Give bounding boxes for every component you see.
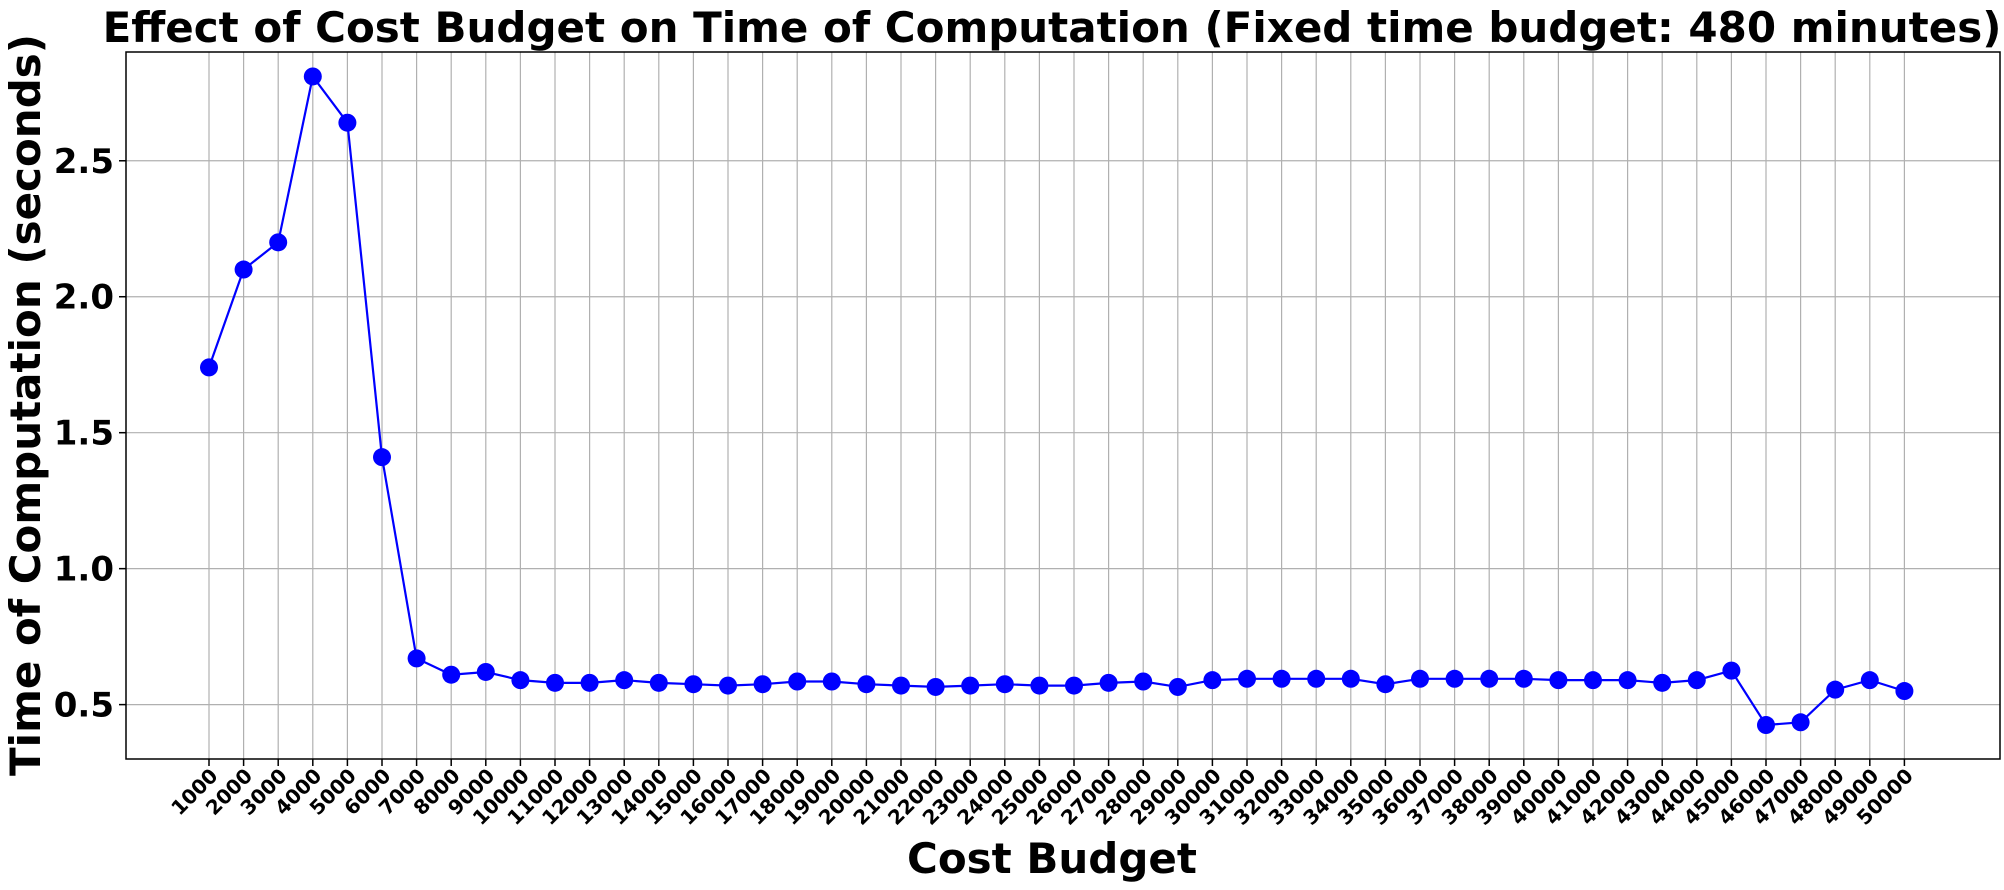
y-tick-label: 1.5 [54,414,114,454]
data-point [200,358,218,377]
data-point [926,677,945,696]
data-point [1791,713,1810,732]
grid [126,52,2000,759]
data-point [1272,669,1291,688]
data-point [476,662,495,681]
y-tick-label: 1.0 [54,550,114,590]
data-point [269,233,288,252]
data-point [1895,682,1914,701]
data-point [1722,661,1741,680]
data-point [1860,671,1879,690]
series-group [200,67,1914,735]
data-point [753,675,772,694]
data-point [1653,673,1672,692]
y-tick-label: 2.5 [54,142,114,182]
data-point [511,671,530,690]
data-point [1099,673,1118,692]
data-point [1480,669,1499,688]
data-point [995,675,1014,694]
data-point [442,665,461,684]
data-point [1618,671,1637,690]
series-line [207,73,1905,727]
data-point [407,649,426,668]
data-point [822,672,841,691]
data-point [1757,716,1775,735]
data-point [649,673,668,692]
data-point [303,67,322,86]
y-tick-label: 0.5 [54,686,114,726]
data-point [580,673,599,692]
data-point [1826,680,1845,699]
data-point [857,675,876,694]
data-point [234,260,253,279]
axes-frame [125,51,2001,760]
y-axis-ticks: 0.5 1.0 1.5 2.0 2.5 [54,142,126,726]
data-point [1549,671,1568,690]
data-point [1238,669,1256,688]
data-point [1030,676,1049,695]
data-point [1584,671,1602,690]
chart-title: Effect of Cost Budget on Time of Computa… [103,3,2002,52]
data-point [788,672,807,691]
data-point [615,671,634,690]
data-point [1411,669,1429,688]
data-point [1514,669,1533,688]
x-axis-label: Cost Budget [907,834,1197,883]
x-axis-ticks: 1000200030004000500060007000800090001000… [166,759,1918,830]
data-point [546,673,564,692]
data-point [1134,672,1153,691]
data-point [684,675,703,694]
data-point [373,448,391,467]
data-point [1341,669,1360,688]
data-point [338,113,357,132]
y-axis-label: Time of Computation (seconds) [1,34,50,776]
y-tick-label: 2.0 [54,278,114,318]
data-point [1168,677,1187,696]
data-point [892,676,910,695]
data-point [1445,669,1464,688]
data-point [1065,676,1083,695]
data-point [1687,671,1706,690]
data-point [1203,671,1222,690]
data-point [961,676,980,695]
data-point [1307,669,1326,688]
data-point [1376,675,1395,694]
data-point [719,676,737,695]
